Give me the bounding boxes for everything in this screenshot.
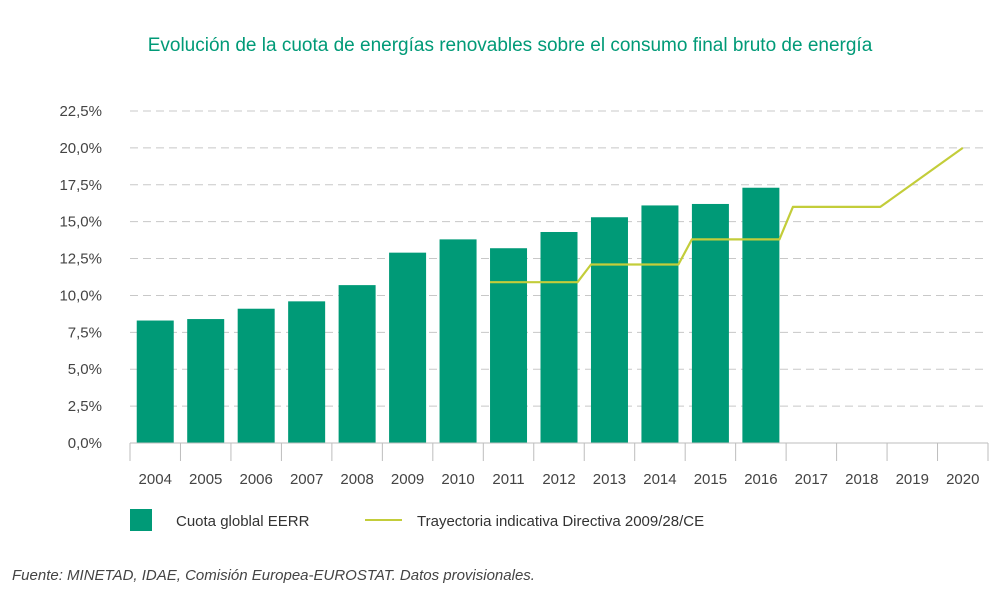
bar — [136, 320, 174, 443]
y-tick-label: 17,5% — [59, 177, 102, 194]
bar — [439, 239, 477, 443]
bar — [490, 248, 528, 443]
x-tick-label: 2005 — [189, 471, 222, 488]
x-tick-label: 2004 — [139, 471, 172, 488]
line-series — [490, 147, 964, 284]
chart-title: Evolución de la cuota de energías renova… — [148, 35, 873, 56]
y-tick-label: 10,0% — [59, 287, 102, 304]
x-tick-label: 2015 — [694, 471, 727, 488]
x-tick-label: 2006 — [239, 471, 272, 488]
x-tick-label: 2007 — [290, 471, 323, 488]
bar — [338, 285, 376, 443]
y-tick-label: 7,5% — [68, 324, 102, 341]
bar — [237, 308, 275, 443]
y-tick-label: 15,0% — [59, 214, 102, 231]
x-axis: 2004 2005 2006 2007 2008 2009 2010 2011 2012 2013… — [129, 442, 989, 488]
x-tick-label: 2014 — [643, 471, 676, 488]
x-tick-label: 2016 — [744, 471, 777, 488]
x-tick-label: 2012 — [542, 471, 575, 488]
bar — [590, 217, 628, 443]
bar-series — [136, 187, 780, 443]
bar — [389, 252, 427, 443]
x-tick-label: 2020 — [946, 471, 979, 488]
legend: Cuota globlal EERR Trayectoria indicativ… — [130, 509, 704, 531]
legend-label-line: Trayectoria indicativa Directiva 2009/28… — [417, 513, 704, 530]
trajectory-line — [490, 147, 964, 284]
y-axis: 0,0% 2,5% 5,0% 7,5% 10,0% 12,5% 15,0% 17,5% 20,0… — [59, 103, 102, 452]
bar — [187, 319, 225, 443]
bar — [288, 301, 326, 443]
y-tick-label: 2,5% — [68, 398, 102, 415]
x-tick-label: 2019 — [896, 471, 929, 488]
source-note: Fuente: MINETAD, IDAE, Comisión Europea-… — [12, 567, 535, 584]
x-tick-label: 2009 — [391, 471, 424, 488]
bar — [691, 203, 729, 443]
y-tick-label: 20,0% — [59, 140, 102, 157]
legend-swatch-bar — [130, 509, 152, 531]
bar — [742, 187, 780, 443]
bar — [641, 205, 679, 443]
bar — [540, 231, 578, 443]
x-tick-label: 2013 — [593, 471, 626, 488]
x-tick-label: 2018 — [845, 471, 878, 488]
y-tick-label: 5,0% — [68, 361, 102, 378]
x-tick-label: 2017 — [795, 471, 828, 488]
y-tick-label: 12,5% — [59, 251, 102, 268]
x-tick-label: 2010 — [441, 471, 474, 488]
y-tick-label: 22,5% — [59, 103, 102, 120]
x-tick-label: 2011 — [492, 471, 524, 488]
legend-label-bar: Cuota globlal EERR — [176, 513, 310, 530]
x-tick-label: 2008 — [340, 471, 373, 488]
y-tick-label: 0,0% — [68, 435, 102, 452]
